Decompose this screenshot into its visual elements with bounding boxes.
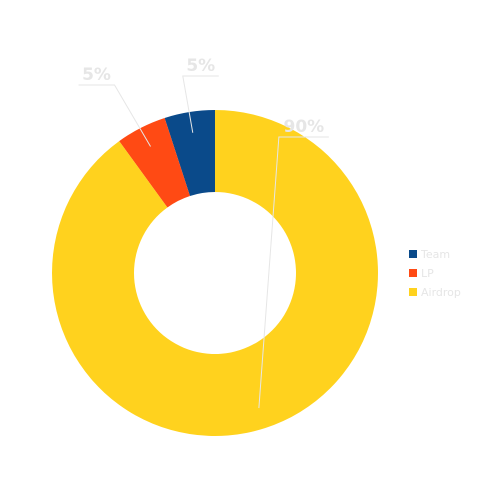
legend-item-team[interactable]: Team: [409, 248, 450, 261]
legend: Team LP Airdrop: [409, 248, 461, 299]
slice-team[interactable]: [164, 110, 215, 196]
data-label-team: 5%: [186, 56, 215, 76]
slices-group: [52, 110, 379, 436]
leader-line-airdrop: [258, 136, 329, 409]
data-labels-group: 5% 5% 90%: [82, 56, 324, 137]
legend-item-airdrop[interactable]: Airdrop: [409, 286, 461, 299]
data-label-airdrop: 90%: [284, 117, 325, 137]
legend-swatch-team: [409, 250, 417, 258]
leader-line-lp: [78, 84, 151, 147]
legend-label-team: Team: [420, 248, 450, 261]
legend-swatch-airdrop: [409, 288, 417, 296]
data-label-lp: 5%: [82, 65, 111, 85]
leader-line-team: [182, 75, 219, 133]
legend-swatch-lp: [409, 269, 417, 277]
legend-item-lp[interactable]: LP: [409, 267, 434, 280]
leader-lines-group: [78, 75, 329, 409]
legend-label-airdrop: Airdrop: [421, 286, 461, 299]
slice-lp[interactable]: [119, 117, 190, 208]
slice-airdrop[interactable]: [52, 110, 379, 436]
legend-label-lp: LP: [421, 267, 434, 280]
